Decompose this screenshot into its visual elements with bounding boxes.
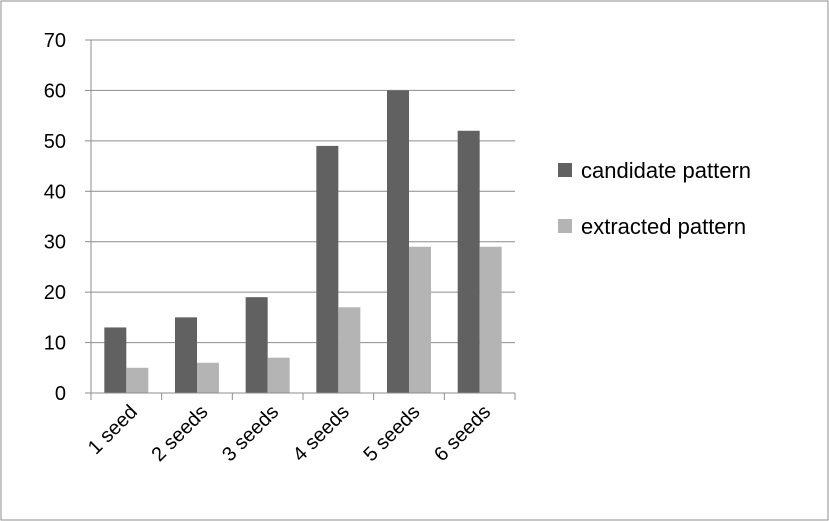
y-tick-label-20: 20 [44, 282, 66, 304]
legend-label-candidate-pattern: candidate pattern [581, 158, 751, 183]
y-tick-label-70: 70 [44, 30, 66, 52]
bar-candidate-pattern-1-seed [104, 327, 127, 393]
y-tick-label-40: 40 [44, 181, 66, 203]
bar-candidate-pattern-6-seeds [457, 130, 480, 393]
legend-label-extracted-pattern: extracted pattern [581, 214, 746, 239]
legend-swatch-candidate-pattern [558, 163, 572, 177]
legend: candidate pattern extracted pattern [558, 158, 751, 239]
y-tick-label-60: 60 [44, 80, 66, 102]
bar-extracted-pattern-6-seeds [479, 246, 502, 393]
y-tick-label-0: 0 [55, 383, 66, 405]
bar-candidate-pattern-3-seeds [245, 297, 268, 393]
bar-extracted-pattern-4-seeds [338, 307, 361, 393]
bar-extracted-pattern-2-seeds [197, 362, 219, 393]
axes [85, 39, 516, 400]
y-tick-label-50: 50 [44, 131, 66, 153]
bar-extracted-pattern-5-seeds [409, 246, 431, 393]
bars [104, 90, 502, 393]
y-tick-label-10: 10 [44, 333, 66, 355]
bar-candidate-pattern-5-seeds [387, 90, 409, 393]
bar-extracted-pattern-3-seeds [267, 357, 290, 393]
legend-swatch-extracted-pattern [558, 219, 572, 233]
bar-candidate-pattern-4-seeds [316, 145, 339, 393]
y-tick-label-30: 30 [44, 232, 66, 254]
bar-candidate-pattern-2-seeds [175, 317, 197, 393]
gridlines [91, 39, 515, 344]
bar-extracted-pattern-1-seed [126, 367, 149, 393]
